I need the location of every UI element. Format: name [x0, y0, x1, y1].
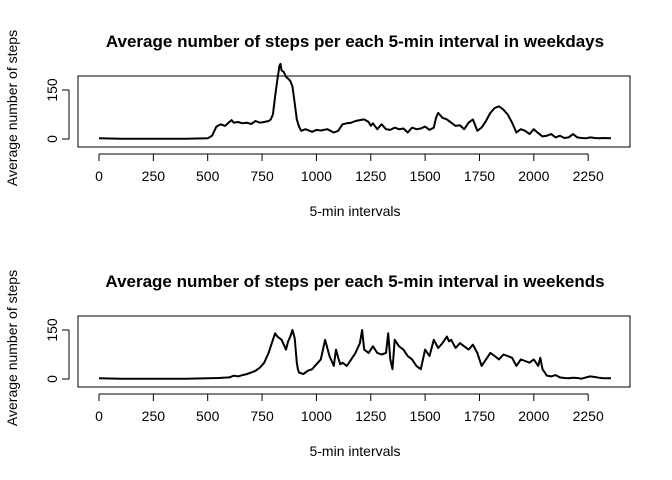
panel-title: Average number of steps per each 5-min i… [105, 272, 604, 291]
x-tick-label: 250 [142, 168, 166, 184]
x-axis: 0 250 500 750 1000 1250 1500 1750 2000 2250 [95, 153, 604, 184]
x-tick-label: 1000 [301, 168, 332, 184]
panel-weekdays: Average number of steps per each 5-min i… [4, 30, 631, 219]
x-tick-label: 1250 [355, 408, 386, 424]
x-tick-label: 2250 [573, 408, 604, 424]
panel-weekends: Average number of steps per each 5-min i… [4, 270, 631, 459]
y-axis-label: Average number of steps [4, 30, 20, 186]
x-tick-label: 500 [196, 168, 220, 184]
x-axis-label: 5-min intervals [309, 203, 400, 219]
x-tick-label: 1250 [355, 168, 386, 184]
x-tick-label: 1000 [301, 408, 332, 424]
y-tick-label: 150 [44, 78, 60, 102]
x-tick-label: 500 [196, 408, 220, 424]
x-tick-label: 1500 [410, 168, 441, 184]
y-axis-label: Average number of steps [4, 270, 20, 426]
x-tick-label: 1750 [464, 408, 495, 424]
plot-frame [77, 315, 631, 388]
x-axis: 0 250 500 750 1000 1250 1500 1750 2000 2250 [95, 393, 604, 424]
x-tick-label: 250 [142, 408, 166, 424]
y-tick-label: 0 [44, 135, 60, 143]
panel-title: Average number of steps per each 5-min i… [106, 32, 604, 51]
series-line [98, 329, 611, 380]
x-tick-label: 2000 [518, 168, 549, 184]
x-tick-label: 1750 [464, 168, 495, 184]
y-tick-label: 0 [44, 375, 60, 383]
x-tick-label: 750 [250, 408, 274, 424]
plot-frame [77, 75, 631, 148]
y-tick-label: 150 [44, 318, 60, 342]
x-tick-label: 0 [95, 408, 103, 424]
x-tick-label: 2250 [573, 168, 604, 184]
series-line [98, 62, 612, 140]
x-tick-label: 0 [95, 168, 103, 184]
x-axis-label: 5-min intervals [309, 443, 400, 459]
y-axis: 0 150 [44, 318, 70, 383]
x-tick-label: 1500 [410, 408, 441, 424]
y-axis: 0 150 [44, 78, 70, 143]
x-tick-label: 750 [250, 168, 274, 184]
x-tick-label: 2000 [518, 408, 549, 424]
